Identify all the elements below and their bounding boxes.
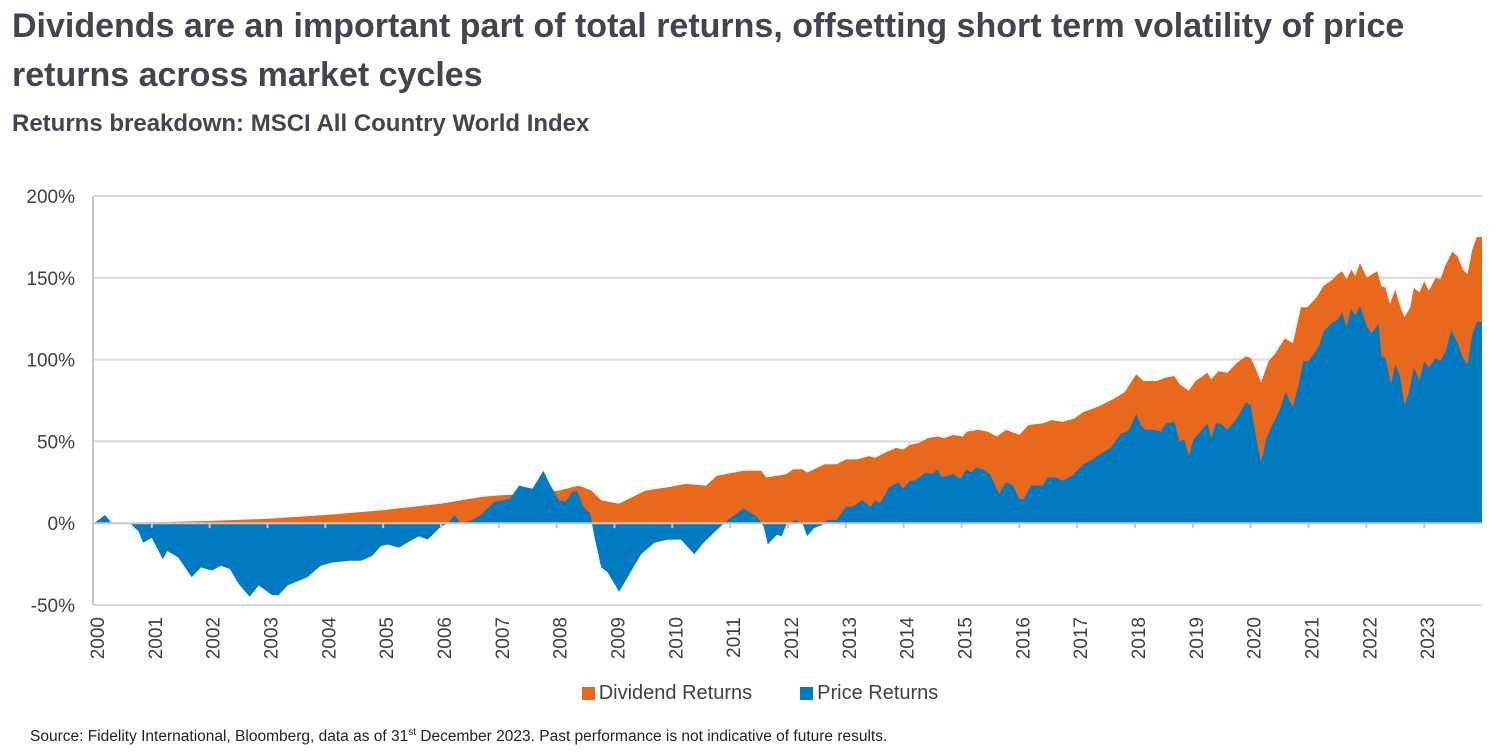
chart-subtitle: Returns breakdown: MSCI All Country Worl… — [12, 110, 590, 137]
y-tick-label: 150% — [26, 269, 75, 290]
x-tick-label: 2002 — [204, 617, 225, 659]
x-tick-label: 2009 — [609, 617, 630, 659]
x-tick-label: 2017 — [1071, 617, 1092, 659]
x-tick-label: 2006 — [435, 617, 456, 659]
x-tick-label: 2007 — [493, 617, 514, 659]
x-tick-label: 2011 — [724, 617, 745, 658]
y-tick-label: 100% — [26, 351, 75, 372]
chart-areas — [94, 236, 1482, 597]
source-text-end: December 2023. Past performance is not i… — [416, 728, 888, 746]
y-axis-labels: -50% 0% 50% 100% 150% 200% — [26, 187, 75, 617]
price-returns-area — [94, 305, 1482, 597]
legend-label-price: Price Returns — [817, 682, 939, 704]
legend-item-price-returns: Price Returns — [800, 682, 938, 705]
y-tick-label: 0% — [48, 514, 76, 535]
axes — [92, 196, 1482, 605]
x-tick-label: 2019 — [1187, 617, 1208, 659]
x-tick-label: 2022 — [1360, 617, 1381, 659]
source-superscript: st — [408, 727, 417, 738]
price-swatch-icon — [800, 687, 814, 700]
y-tick-label: 200% — [26, 187, 75, 208]
page-title: Dividends are an important part of total… — [12, 7, 1405, 94]
x-tick-label: 2015 — [956, 617, 977, 659]
x-tick-label: 2012 — [782, 617, 803, 659]
dividend-swatch-icon — [581, 687, 595, 700]
source-text: Source: Fidelity International, Bloomber… — [30, 728, 409, 746]
x-tick-label: 2005 — [377, 617, 398, 659]
y-tick-label: -50% — [31, 596, 75, 617]
x-tick-label: 2004 — [319, 617, 340, 660]
x-tick-label: 2014 — [898, 617, 919, 660]
x-tick-label: 2013 — [840, 617, 861, 659]
source-note: Source: Fidelity International, Bloomber… — [30, 727, 887, 746]
x-tick-label: 2003 — [262, 617, 283, 659]
x-tick-label: 2018 — [1129, 617, 1150, 659]
x-tick-label: 2001 — [146, 617, 167, 659]
legend-label-dividend: Dividend Returns — [598, 682, 753, 704]
legend: Dividend Returns Price Returns — [0, 682, 1505, 705]
x-tick-label: 2016 — [1013, 617, 1034, 659]
x-tick-label: 2020 — [1245, 617, 1266, 659]
x-tick-label: 2010 — [666, 617, 687, 659]
x-axis-labels: 2000 2001 2002 2003 2004 2005 2006 2007 2008 2009… — [88, 617, 1439, 660]
x-tick-label: 2021 — [1303, 617, 1324, 659]
x-tick-label: 2023 — [1418, 617, 1439, 659]
y-tick-label: 50% — [37, 432, 75, 453]
x-tick-label: 2000 — [88, 617, 109, 659]
x-tick-label: 2008 — [551, 617, 572, 659]
legend-item-dividend-returns: Dividend Returns — [581, 682, 753, 705]
